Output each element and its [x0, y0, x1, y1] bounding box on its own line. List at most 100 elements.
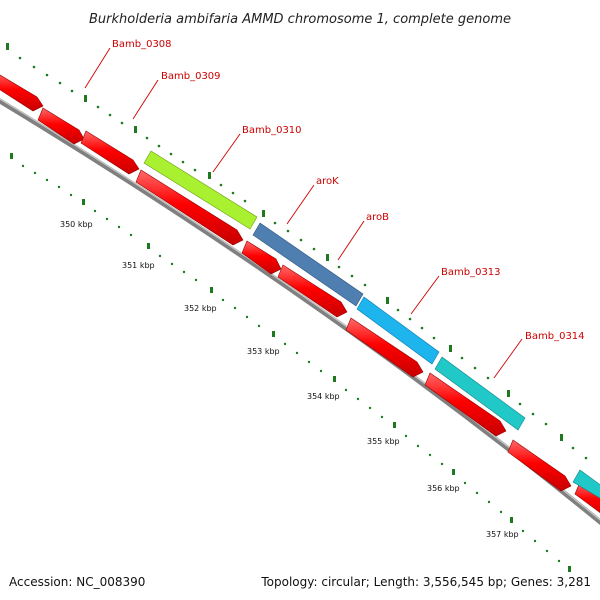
leader-line — [493, 338, 523, 379]
leader-line — [132, 79, 159, 120]
outer-tick-minor — [145, 136, 149, 140]
cds-arrow — [424, 372, 507, 437]
outer-tick-minor — [312, 247, 316, 251]
inner-tick-minor — [428, 453, 432, 457]
accession-text: Accession: NC_008390 — [9, 575, 145, 589]
cds-arrow — [37, 107, 85, 145]
inner-tick-major — [452, 469, 455, 475]
tick-label: 353 kbp — [247, 347, 280, 356]
tick-label: 352 kbp — [184, 304, 217, 313]
inner-tick-minor — [319, 369, 323, 373]
outer-tick-minor — [181, 160, 185, 164]
inner-tick-minor — [499, 510, 503, 514]
inner-tick-minor — [283, 342, 287, 346]
inner-tick-major — [333, 376, 336, 382]
outer-tick-minor — [363, 283, 367, 287]
inner-tick-minor — [57, 185, 61, 189]
inner-tick-minor — [182, 270, 186, 274]
outer-tick-minor — [193, 168, 197, 172]
inner-tick-minor — [416, 444, 420, 448]
inner-tick-minor — [257, 324, 261, 328]
cds-arrow — [135, 169, 244, 246]
gene-label-bamb-0310: Bamb_0310 — [242, 125, 302, 136]
outer-tick-minor — [420, 326, 424, 330]
cds-arrow — [507, 439, 572, 492]
leader-line — [410, 275, 440, 315]
inner-tick-minor — [93, 209, 97, 213]
tick-label: 357 kbp — [486, 530, 519, 539]
outer-tick-row — [6, 43, 588, 460]
gene-block-arob — [356, 296, 440, 365]
inner-tick-minor — [463, 481, 467, 485]
outer-tick-minor — [157, 144, 161, 148]
inner-tick-major — [210, 287, 213, 293]
outer-tick-minor — [18, 56, 22, 60]
cds-arrow — [345, 317, 424, 378]
cds-arrow — [0, 74, 44, 112]
leader-line — [337, 220, 365, 261]
outer-tick-minor — [299, 238, 303, 242]
inner-tick-major — [147, 243, 150, 249]
cds-track-outer — [143, 150, 600, 499]
outer-tick-major — [386, 297, 389, 304]
gene-label-bamb-0309: Bamb_0309 — [161, 71, 221, 82]
inner-tick-major — [568, 566, 571, 572]
inner-tick-minor — [440, 462, 444, 466]
gene-block-bamb-0310 — [143, 150, 258, 230]
tick-label: 356 kbp — [427, 484, 460, 493]
inner-tick-minor — [105, 217, 109, 221]
outer-tick-minor — [243, 199, 247, 203]
inner-tick-major — [10, 153, 13, 159]
outer-tick-minor — [120, 121, 124, 125]
inner-tick-minor — [533, 539, 537, 543]
genome-summary-text: Topology: circular; Length: 3,556,545 bp… — [260, 575, 591, 589]
gene-label-arob: aroB — [366, 212, 389, 223]
inner-tick-minor — [45, 178, 49, 182]
cds-arrow — [241, 240, 282, 275]
outer-tick-major — [134, 126, 137, 133]
gene-block-bamb-0314 — [572, 469, 600, 499]
tick-label: 355 kbp — [367, 437, 400, 446]
inner-tick-minor — [545, 549, 549, 553]
outer-tick-minor — [408, 317, 412, 321]
inner-tick-minor — [33, 171, 37, 175]
outer-tick-major — [84, 95, 87, 102]
outer-tick-minor — [473, 366, 477, 370]
outer-tick-minor — [96, 105, 100, 109]
outer-tick-minor — [584, 456, 588, 460]
outer-tick-minor — [58, 81, 62, 85]
inner-tick-minor — [221, 298, 225, 302]
inner-tick-minor — [117, 225, 121, 229]
gene-label-bamb-0314: Bamb_0314 — [525, 331, 585, 342]
outer-tick-major — [326, 254, 329, 261]
inner-tick-minor — [129, 233, 133, 237]
outer-tick-minor — [70, 89, 74, 93]
map-title: Burkholderia ambifaria AMMD chromosome 1… — [89, 12, 511, 27]
outer-tick-major — [560, 434, 563, 441]
gene-block-arok — [252, 222, 364, 307]
leader-line — [286, 184, 315, 225]
inner-tick-minor — [487, 500, 491, 504]
outer-tick-minor — [231, 191, 235, 195]
leader-line — [84, 47, 111, 89]
outer-tick-minor — [108, 113, 112, 117]
outer-tick-minor — [273, 221, 277, 225]
inner-tick-minor — [295, 351, 299, 355]
inner-tick-minor — [233, 306, 237, 310]
outer-tick-minor — [337, 265, 341, 269]
outer-tick-minor — [486, 376, 490, 380]
outer-tick-minor — [219, 183, 223, 187]
cds-arrow — [80, 130, 140, 175]
inner-tick-major — [272, 331, 275, 337]
tick-label: 350 kbp — [60, 220, 93, 229]
inner-tick-minor — [194, 278, 198, 282]
cds-track-inner — [0, 74, 600, 513]
outer-tick-minor — [45, 73, 49, 77]
inner-tick-minor — [368, 406, 372, 410]
outer-tick-minor — [518, 402, 522, 406]
gene-leaders — [84, 47, 523, 379]
tick-label: 354 kbp — [307, 392, 340, 401]
outer-tick-minor — [531, 412, 535, 416]
outer-tick-minor — [571, 446, 575, 450]
inner-tick-minor — [475, 491, 479, 495]
